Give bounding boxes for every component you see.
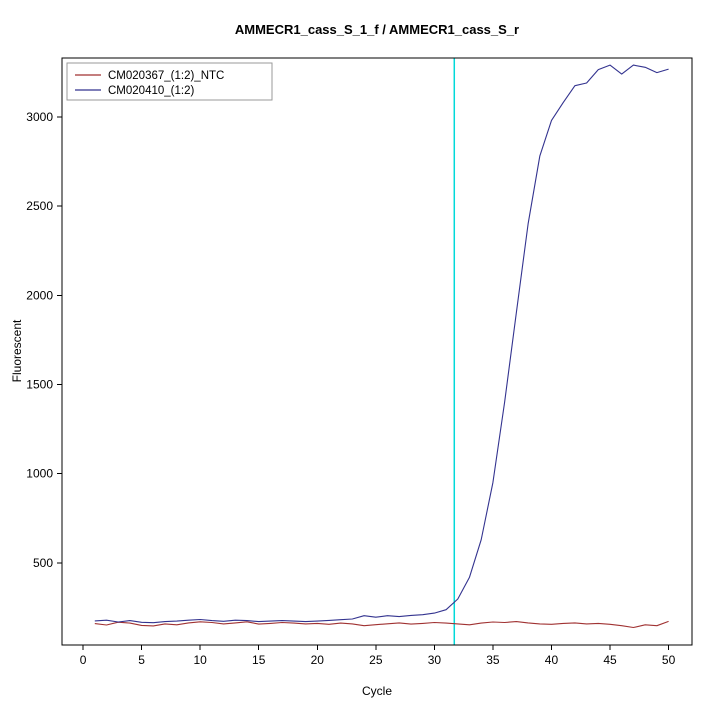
x-tick-label: 45	[603, 653, 617, 667]
y-tick-label: 2500	[26, 199, 53, 213]
y-tick-label: 500	[33, 556, 53, 570]
x-tick-label: 35	[486, 653, 500, 667]
plot-box	[61, 57, 693, 646]
x-tick-label: 15	[252, 653, 266, 667]
x-tick-label: 20	[311, 653, 325, 667]
legend-item-label: CM020410_(1:2)	[108, 85, 194, 97]
x-tick-label: 5	[138, 653, 145, 667]
x-axis-label: Cycle	[361, 684, 392, 698]
x-tick-label: 10	[193, 653, 207, 667]
x-tick-label: 30	[428, 653, 442, 667]
y-tick-label: 1500	[26, 378, 53, 392]
chart-title: AMMECR1_cass_S_1_f / AMMECR1_cass_S_r	[234, 22, 520, 37]
y-tick-label: 3000	[26, 110, 53, 124]
x-tick-label: 25	[369, 653, 383, 667]
legend-box	[66, 62, 273, 101]
x-tick-label: 50	[662, 653, 676, 667]
series-line-1	[94, 64, 669, 624]
y-axis-label: Fluorescent	[10, 319, 24, 383]
x-tick-label: 0	[80, 653, 87, 667]
series-line-0	[94, 620, 669, 629]
legend-item-label: CM020367_(1:2)_NTC	[108, 70, 224, 82]
y-tick-label: 2000	[26, 288, 53, 302]
x-tick-label: 40	[545, 653, 559, 667]
y-tick-label: 1000	[26, 467, 53, 481]
